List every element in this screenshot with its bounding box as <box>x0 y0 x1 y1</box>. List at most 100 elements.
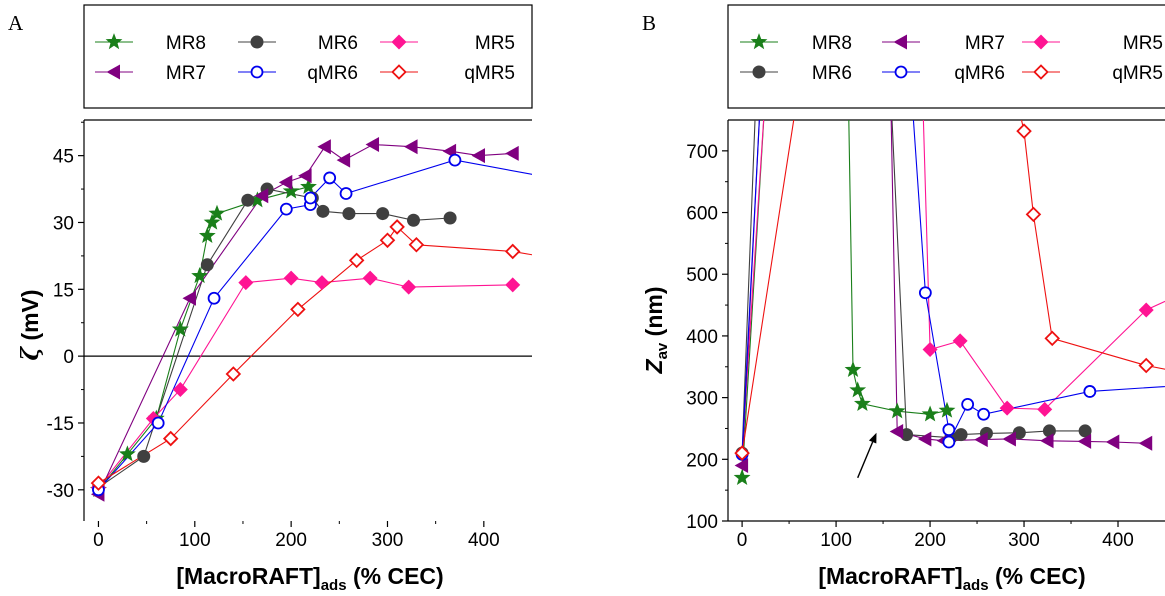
x-tick-label: 300 <box>372 530 404 551</box>
data-point-qmr5 <box>350 254 363 267</box>
data-point-qmr6 <box>920 287 931 298</box>
data-point-qmr6 <box>209 293 220 304</box>
legend-label-qmr6: qMR6 <box>307 63 358 84</box>
data-point-mr5 <box>238 275 253 290</box>
legend-b: MR8 MR7 MR5MR6 qMR6 qMR5 <box>740 33 1163 84</box>
y-tick-label: 500 <box>686 265 718 286</box>
y-tick-label: -30 <box>47 481 74 502</box>
data-point-mr7 <box>1002 431 1016 446</box>
legend-marker-mr8 <box>106 34 121 49</box>
series-b <box>735 89 1165 484</box>
data-point-mr7 <box>1139 436 1153 451</box>
data-point-mr6 <box>316 205 329 218</box>
data-point-mr7 <box>298 168 312 183</box>
data-point-mr7 <box>505 146 519 161</box>
legend-marker-mr6 <box>753 66 766 79</box>
data-point-qmr5 <box>1027 208 1040 221</box>
x-tick-label: 400 <box>468 530 500 551</box>
chart-b: B MR8 MR7 MR5MR6 qMR6 qMR5 0 100 200 300 4001002… <box>641 5 1165 594</box>
series-line-qmr5 <box>742 89 1165 453</box>
data-point-qmr5 <box>1018 125 1031 138</box>
y-tick-label: 15 <box>53 280 74 301</box>
data-point-qmr5 <box>381 234 394 247</box>
y-tick-label: -15 <box>47 414 74 435</box>
y-tick-label: 600 <box>686 204 718 225</box>
y-tick-label: 30 <box>53 213 74 234</box>
data-point-mr8 <box>922 406 937 420</box>
annotation-arrow-head <box>869 433 877 444</box>
legend-marker-mr7 <box>107 65 121 80</box>
ticks-a: 0 100 200 300 400 -30 -15 0 15 30 45 <box>47 122 500 551</box>
series-line-mr8 <box>99 187 309 490</box>
data-point-qmr6 <box>324 172 335 183</box>
series-a <box>91 137 552 502</box>
data-point-mr8 <box>845 362 860 376</box>
series-line-mr5 <box>99 278 513 487</box>
x-tick-label: 100 <box>820 530 852 551</box>
legend-box-b <box>728 5 1165 108</box>
data-point-qmr5 <box>506 245 519 258</box>
data-point-mr6 <box>955 428 968 441</box>
legend-label-mr6: MR6 <box>318 33 358 54</box>
legend-label-mr8: MR8 <box>166 33 206 54</box>
data-point-mr7 <box>1106 435 1120 450</box>
data-point-mr5 <box>923 342 938 357</box>
series-line-mr8 <box>742 89 947 478</box>
data-point-mr5 <box>953 333 968 348</box>
panel-label-a: A <box>8 11 24 35</box>
legend-marker-mr8 <box>751 34 766 49</box>
legend-label-qmr6: qMR6 <box>954 63 1005 84</box>
x-tick-label: 200 <box>914 530 946 551</box>
legend-label-qmr5: qMR5 <box>464 63 515 84</box>
y-tick-label: 200 <box>686 450 718 471</box>
data-point-mr5 <box>363 271 378 286</box>
legend-marker-qmr5 <box>1035 66 1048 79</box>
x-tick-label: 200 <box>275 530 307 551</box>
ticks-b: 0 100 200 300 400 100 200 300 400 500 600 700 <box>686 142 1134 551</box>
x-axis-label-a: [MacroRAFT]ads (% CEC) <box>176 563 443 594</box>
data-point-qmr6 <box>449 155 460 166</box>
data-point-mr6 <box>342 207 355 220</box>
x-axis-label-b: [MacroRAFT]ads (% CEC) <box>818 563 1085 594</box>
series-line-qmr5 <box>99 227 552 483</box>
y-tick-label: 400 <box>686 327 718 348</box>
data-point-mr5 <box>401 280 416 295</box>
panel-label-b: B <box>642 11 656 35</box>
legend-label-mr7: MR7 <box>965 33 1005 54</box>
series-line-qmr6 <box>742 89 1165 454</box>
x-tick-label: 300 <box>1008 530 1040 551</box>
x-tick-label: 400 <box>1102 530 1134 551</box>
data-point-qmr6 <box>943 424 954 435</box>
legend-label-mr7: MR7 <box>166 63 206 84</box>
legend-label-mr5: MR5 <box>1123 33 1163 54</box>
legend-marker-qmr6 <box>252 67 263 78</box>
legend-marker-mr5 <box>1034 35 1049 50</box>
data-point-mr7 <box>472 148 486 163</box>
data-point-qmr6 <box>978 409 989 420</box>
y-tick-label: 700 <box>686 142 718 163</box>
legend-box-a <box>84 5 532 108</box>
legend-marker-mr6 <box>251 36 264 49</box>
data-point-mr8 <box>939 403 954 417</box>
legend-label-mr6: MR6 <box>812 63 852 84</box>
data-point-mr6 <box>201 258 214 271</box>
legend-label-qmr5: qMR5 <box>1112 63 1163 84</box>
data-point-mr5 <box>314 275 329 290</box>
data-point-mr6 <box>1043 424 1056 437</box>
data-point-mr8 <box>200 228 215 243</box>
legend-marker-qmr5 <box>393 66 406 79</box>
y-tick-label: 0 <box>63 347 74 368</box>
data-point-mr7 <box>279 175 293 190</box>
y-tick-label: 100 <box>686 512 718 533</box>
data-point-qmr5 <box>1140 359 1153 372</box>
data-point-qmr6 <box>153 417 164 428</box>
series-line-mr6 <box>742 89 1085 453</box>
x-tick-label: 0 <box>93 530 104 551</box>
y-axis-label-a: ζ (mV) <box>17 289 44 360</box>
y-axis-label-b: Zav (nm) <box>641 287 671 375</box>
series-line-mr5 <box>742 89 1165 453</box>
data-point-qmr6 <box>281 204 292 215</box>
data-point-mr7 <box>404 139 418 154</box>
